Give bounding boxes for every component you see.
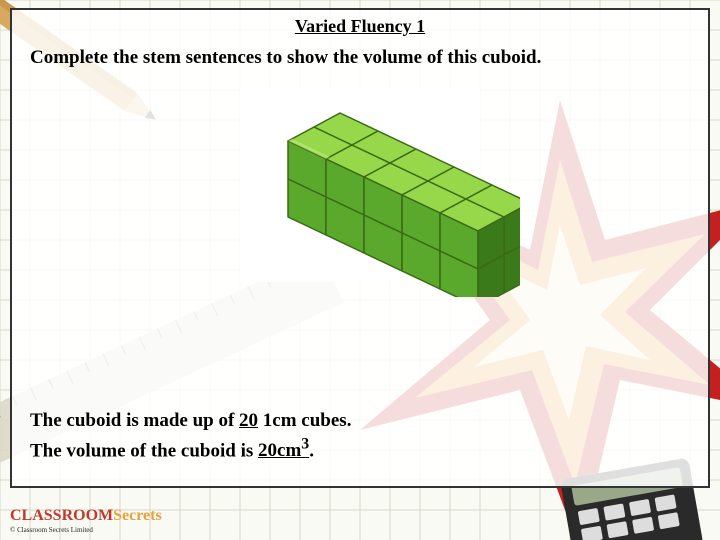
answer-line-2: The volume of the cuboid is 20cm3. xyxy=(30,434,351,464)
instruction-text: Complete the stem sentences to show the … xyxy=(30,47,690,69)
content-card: Varied Fluency 1 Complete the stem sente… xyxy=(10,8,710,488)
cuboid-figure xyxy=(30,77,690,297)
answer-volume: 20cm3 xyxy=(258,440,309,461)
answer-count: 20 xyxy=(239,410,258,431)
copyright-text: © Classroom Secrets Limited xyxy=(10,526,162,534)
logo: CLASSROOMSecrets xyxy=(10,507,162,525)
slide-title: Varied Fluency 1 xyxy=(30,16,690,37)
answer-line-1: The cuboid is made up of 20 1cm cubes. xyxy=(30,408,351,434)
branding: CLASSROOMSecrets © Classroom Secrets Lim… xyxy=(10,507,162,534)
cuboid-svg xyxy=(200,77,520,297)
answer-block: The cuboid is made up of 20 1cm cubes. T… xyxy=(30,408,351,464)
